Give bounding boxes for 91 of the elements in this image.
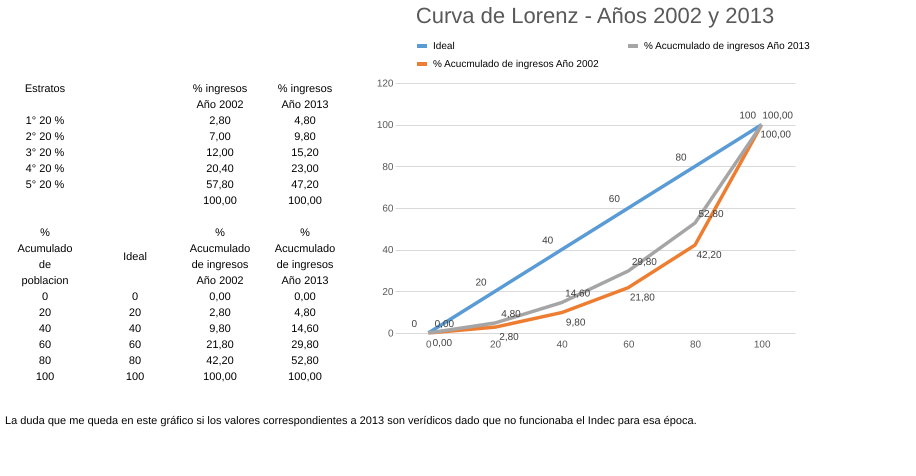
- text: %: [40, 227, 50, 239]
- text: 0,00: [294, 291, 316, 303]
- text: 42,20: [206, 355, 234, 367]
- text: 23,00: [291, 163, 319, 175]
- text: Ideal: [123, 251, 147, 263]
- text: 0,00: [209, 291, 231, 303]
- text: %: [300, 227, 310, 239]
- text: 3° 20 %: [26, 147, 65, 159]
- text: de ingresos: [276, 259, 334, 271]
- text: 9,80: [209, 323, 231, 335]
- x-tick-label: 0: [426, 340, 432, 350]
- text: de: [38, 259, 52, 271]
- text: 20,40: [206, 163, 234, 175]
- text: 0: [42, 291, 48, 303]
- text: 15,20: [291, 147, 319, 159]
- text: Acumulado: [17, 243, 73, 255]
- text: 40: [38, 323, 52, 335]
- chart-title: Curva de Lorenz - Años 2002 y 2013: [416, 3, 774, 28]
- text: Año 2002: [196, 275, 244, 287]
- legend-label: % Acucmulado de ingresos Año 2013: [644, 41, 810, 52]
- text: Acucmulado: [190, 243, 250, 255]
- y-tick-label: 0: [388, 328, 394, 340]
- text: 1° 20 %: [26, 115, 65, 127]
- data-label: 100: [739, 110, 756, 122]
- text: Acucmulado: [274, 243, 336, 255]
- y-tick-label: 60: [382, 204, 394, 214]
- text: 47,20: [291, 179, 319, 191]
- data-label: 20: [475, 277, 487, 288]
- data-label: 40: [542, 236, 554, 247]
- text: 80: [128, 355, 142, 367]
- data-label: 21,80: [630, 292, 656, 304]
- text: 2,80: [209, 115, 231, 127]
- text: 4,80: [294, 115, 316, 127]
- y-tick-label: 20: [382, 286, 394, 298]
- data-label: 4,80: [501, 309, 522, 320]
- data-label: 2,80: [499, 332, 520, 344]
- text: 100,00: [288, 371, 322, 383]
- text: 14,60: [291, 323, 319, 335]
- data-label: 60: [608, 194, 620, 205]
- text: %: [215, 227, 226, 239]
- text: 5° 20 %: [26, 179, 65, 191]
- text: 80: [38, 355, 52, 367]
- x-tick-label: 40: [556, 340, 568, 350]
- data-label: 100,00: [762, 110, 794, 122]
- text: % ingresos: [192, 83, 248, 95]
- x-tick-label: 100: [754, 340, 771, 350]
- text: 21,80: [206, 339, 234, 351]
- data-label: 0: [412, 319, 418, 330]
- text: 9,80: [294, 131, 316, 143]
- data-label: 9,80: [566, 318, 586, 329]
- text: 100,00: [288, 195, 322, 207]
- text: 100: [36, 371, 54, 383]
- data-label: 80: [675, 152, 687, 164]
- text: 29,80: [291, 339, 319, 351]
- data-label: 100,00: [760, 130, 792, 141]
- text: 57,80: [206, 179, 234, 191]
- data-label: 42,20: [696, 250, 722, 262]
- text: 40: [128, 323, 142, 335]
- text: Año 2013: [281, 99, 329, 111]
- y-tick-label: 120: [376, 78, 394, 90]
- text: 100,00: [203, 195, 237, 207]
- text: 4,80: [294, 307, 316, 319]
- text: 4° 20 %: [26, 163, 65, 175]
- legend-label: % Acucmulado de ingresos Año 2002: [433, 59, 600, 70]
- text: La duda que me queda en este gráfico si los valores correspondientes a 2013 son verídicos dado que no funcionaba el Indec para esa época.: [5, 415, 697, 427]
- text: % ingresos: [278, 83, 333, 95]
- text: 20: [128, 307, 142, 319]
- text: 20: [38, 307, 52, 319]
- x-tick-label: 20: [490, 340, 502, 350]
- text: 100,00: [203, 371, 237, 383]
- text: 0: [132, 291, 138, 303]
- y-tick-label: 100: [376, 120, 394, 132]
- x-tick-label: 60: [623, 340, 635, 350]
- text: Año 2013: [281, 275, 329, 287]
- text: 2,80: [209, 307, 231, 319]
- text: de ingresos: [192, 259, 249, 271]
- data-label: 14,60: [565, 288, 591, 300]
- text: 12,00: [206, 147, 234, 159]
- text: 2° 20 %: [26, 131, 65, 143]
- text: Año 2002: [196, 99, 244, 111]
- data-label: 0,00: [432, 338, 452, 349]
- text: poblacion: [21, 275, 69, 287]
- x-tick-label: 80: [690, 340, 702, 350]
- text: 100: [126, 371, 144, 383]
- text: 52,80: [291, 355, 319, 367]
- legend-label: Ideal: [433, 41, 455, 52]
- text: 7,00: [209, 131, 231, 143]
- y-tick-label: 80: [382, 162, 394, 173]
- text: Estratos: [24, 83, 66, 95]
- data-label: 29,80: [632, 256, 658, 268]
- y-tick-label: 40: [382, 245, 394, 256]
